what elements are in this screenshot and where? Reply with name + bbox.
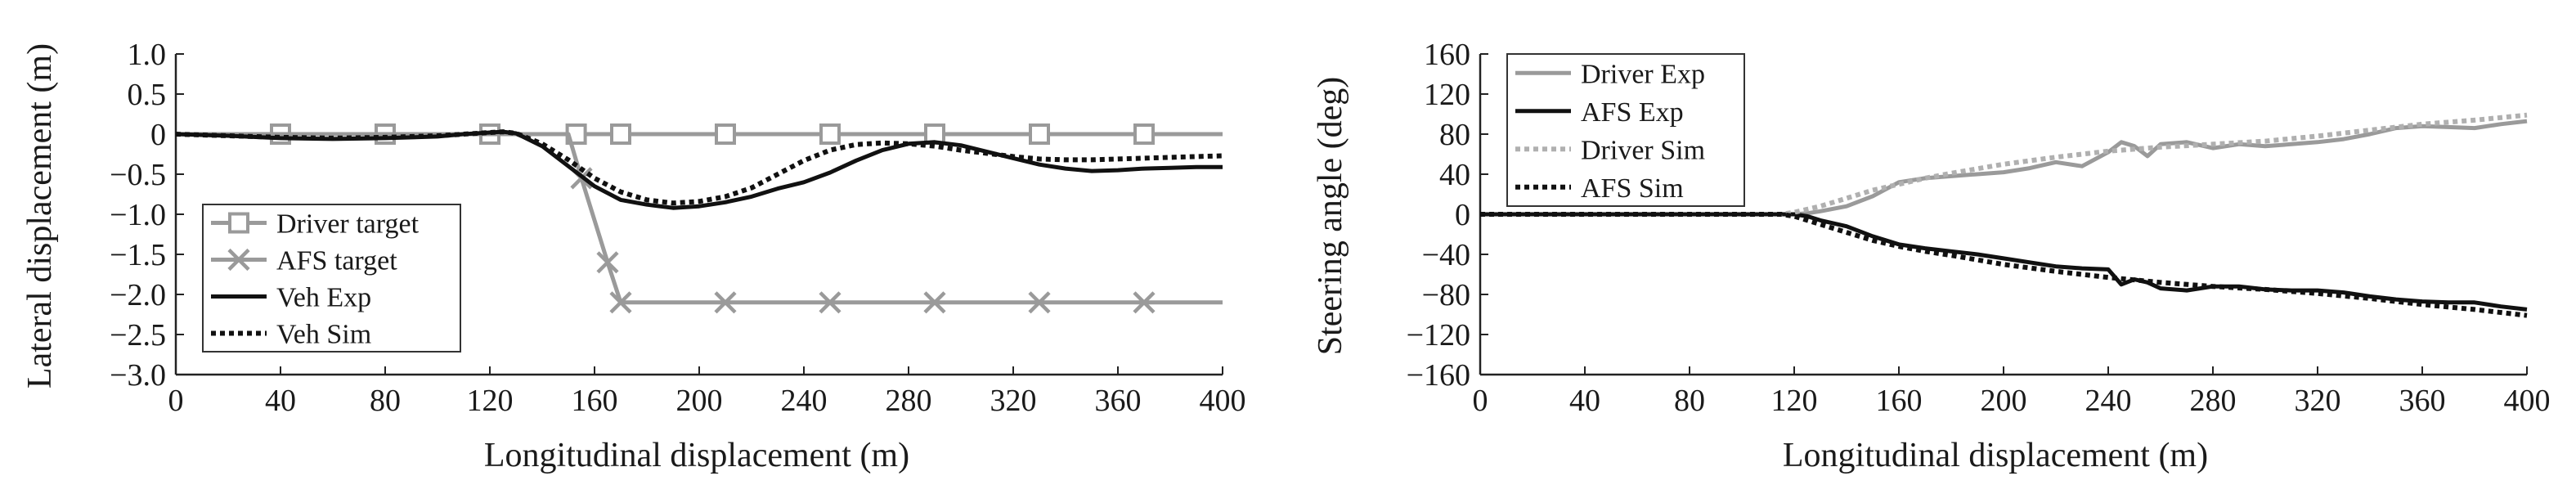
legend-label-veh-sim: Veh Sim: [276, 320, 371, 350]
y-tick-label: −3.0: [110, 358, 166, 393]
x-tick-label: 280: [886, 384, 932, 418]
marker-x-afs-target: [714, 291, 737, 314]
marker-square-driver-target: [1029, 123, 1050, 145]
series-line-afs-exp: [1480, 212, 2528, 312]
x-tick-label: 160: [1876, 384, 1923, 418]
x-tick-label: 360: [2399, 384, 2446, 418]
series-line-veh-exp: [175, 129, 1223, 210]
marker-x-afs-target: [609, 291, 632, 314]
legend-label-driver-exp: Driver Exp: [1581, 59, 1705, 89]
x-tick-label: 0: [168, 384, 184, 418]
marker-x-afs-target: [1028, 291, 1051, 314]
legend-label-afs-target: AFS target: [276, 246, 397, 276]
y-tick-label: 120: [1424, 78, 1470, 112]
y-tick-label: 40: [1439, 158, 1470, 192]
marker-square-driver-target: [1133, 123, 1155, 145]
x-tick-label: 200: [1981, 384, 2027, 418]
y-tick-label: −0.5: [110, 158, 166, 192]
y-tick-label: −80: [1422, 278, 1470, 312]
x-tick-label: 40: [265, 384, 296, 418]
legend-label-driver-sim: Driver Sim: [1581, 135, 1705, 165]
x-tick-label: 280: [2190, 384, 2237, 418]
y-tick-label: −1.0: [110, 198, 166, 232]
legend-label-afs-sim: AFS Sim: [1581, 173, 1684, 204]
x-tick-label: 320: [2295, 384, 2341, 418]
y-tick-label: 1.0: [128, 38, 167, 72]
series-line-veh-sim: [175, 129, 1223, 206]
y-tick-label: 80: [1439, 118, 1470, 152]
steering-angle-chart: Longitudinal displacement (m) Steering a…: [1312, 38, 2551, 474]
x-tick-label: 400: [1200, 384, 1246, 418]
series-line-afs-sim: [1480, 212, 2528, 318]
marker-x-afs-target: [596, 251, 619, 274]
marker-x-afs-target: [923, 291, 946, 314]
x-tick-label: 360: [1095, 384, 1142, 418]
lateral-displacement-chart: Longitudinal displacement (m) Lateral di…: [21, 38, 1246, 474]
marker-square-driver-target: [610, 123, 631, 145]
marker-square-driver-target: [715, 123, 736, 145]
legend-box: [1506, 53, 1745, 207]
marker-x-afs-target: [819, 291, 841, 314]
x-axis-title: Longitudinal displacement (m): [1783, 437, 2208, 474]
y-tick-label: −160: [1407, 358, 1470, 393]
marker-x-afs-target: [1133, 291, 1156, 314]
x-tick-label: 80: [370, 384, 401, 418]
series-line-driver-exp: [1480, 119, 2528, 217]
y-axis-title: Lateral displacement (m): [21, 43, 59, 388]
legend-label-afs-exp: AFS Exp: [1581, 97, 1684, 128]
x-axis-title: Longitudinal displacement (m): [484, 437, 909, 474]
legend: Driver Exp AFS Exp Driver Sim AFS Sim: [1506, 53, 1745, 207]
series-line-driver-sim: [1480, 112, 2528, 217]
x-tick-label: 40: [1569, 384, 1600, 418]
x-tick-label: 200: [676, 384, 723, 418]
legend-label-driver-target: Driver target: [276, 209, 420, 240]
x-tick-label: 80: [1674, 384, 1705, 418]
x-tick-label: 0: [1473, 384, 1488, 418]
y-tick-label: 0: [150, 118, 166, 152]
legend-label-veh-exp: Veh Exp: [276, 283, 371, 313]
legend-marker-x: [227, 248, 250, 272]
y-tick-label: 0.5: [128, 78, 167, 112]
legend-marker-square: [228, 212, 249, 234]
y-tick-label: −1.5: [110, 238, 166, 272]
y-tick-label: −40: [1422, 238, 1470, 272]
x-tick-label: 120: [467, 384, 514, 418]
legend: Driver target AFS target Veh Exp Veh Sim: [202, 204, 461, 353]
x-tick-label: 320: [990, 384, 1037, 418]
y-tick-label: −2.5: [110, 318, 166, 353]
x-tick-label: 160: [572, 384, 618, 418]
x-tick-label: 400: [2504, 384, 2551, 418]
x-tick-label: 240: [2085, 384, 2132, 418]
y-tick-label: 160: [1424, 38, 1470, 72]
x-tick-label: 120: [1771, 384, 1818, 418]
y-axis-title: Steering angle (deg): [1312, 77, 1349, 356]
y-tick-label: −2.0: [110, 278, 166, 312]
y-tick-label: 0: [1455, 198, 1470, 232]
y-tick-label: −120: [1407, 318, 1470, 353]
marker-square-driver-target: [819, 123, 841, 145]
x-tick-label: 240: [781, 384, 828, 418]
